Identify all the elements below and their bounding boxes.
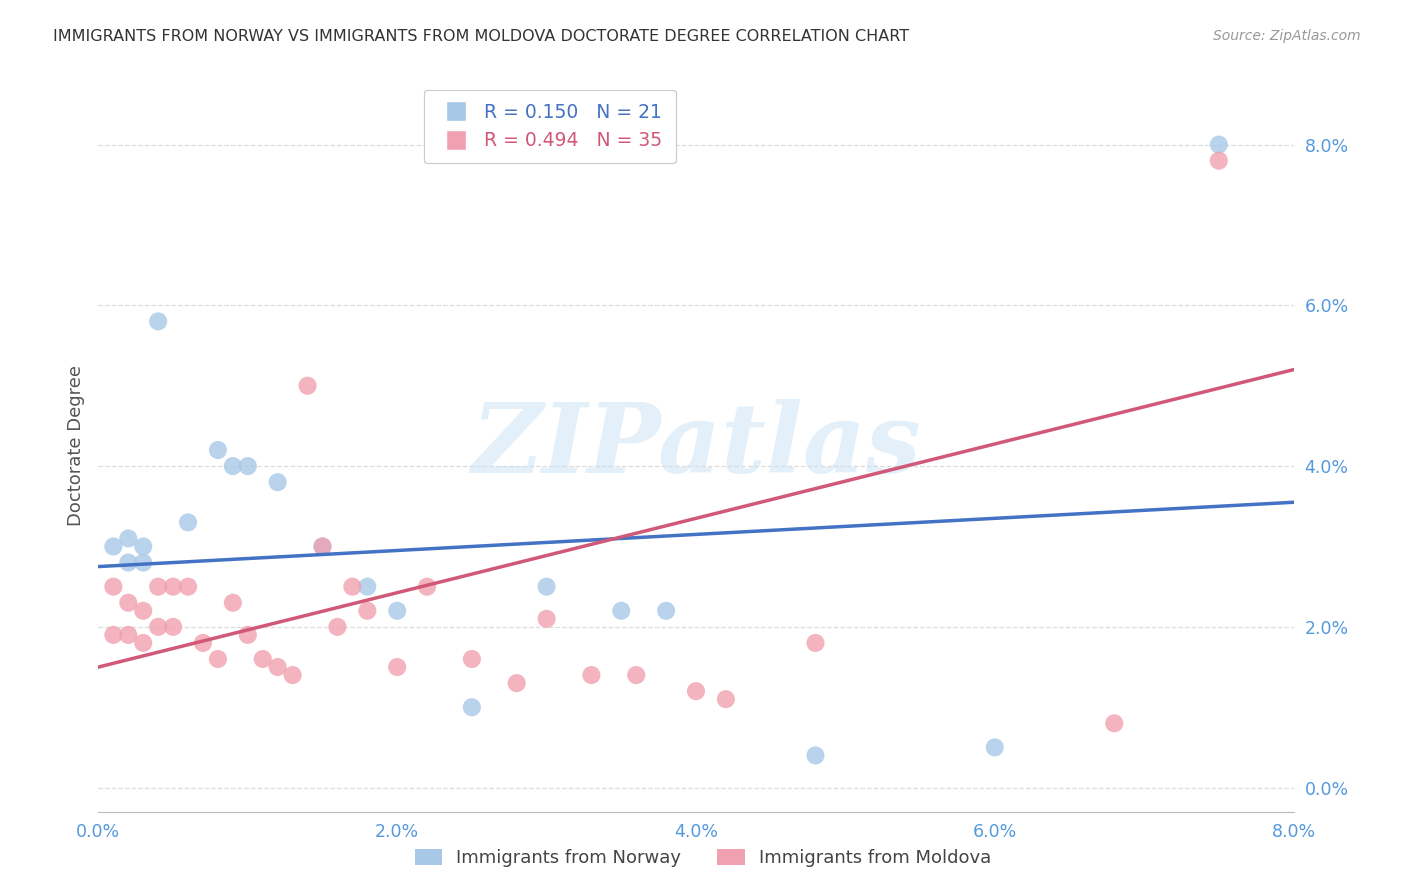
Point (148, 314, 170, 328)
Point (461, 652, 484, 666)
Point (311, 540, 333, 554)
Point (267, 475, 290, 490)
Point (1208, 137, 1230, 152)
Point (685, 684, 707, 698)
Point (804, 636, 827, 650)
Point (461, 700, 484, 714)
Point (356, 604, 378, 618)
Y-axis label: Doctorate Degree: Doctorate Degree (66, 366, 84, 526)
Point (581, 668, 603, 682)
Point (252, 652, 274, 666)
Point (506, 676, 529, 690)
Point (132, 540, 155, 554)
Point (385, 604, 409, 618)
Point (177, 516, 200, 530)
Point (103, 540, 125, 554)
Point (117, 628, 139, 642)
Point (536, 580, 558, 594)
Legend: Immigrants from Norway, Immigrants from Moldova: Immigrants from Norway, Immigrants from … (408, 841, 998, 874)
Point (148, 620, 170, 634)
Point (626, 668, 648, 682)
Point (132, 604, 155, 618)
Point (984, 740, 1007, 755)
Point (207, 652, 229, 666)
Point (117, 556, 139, 570)
Point (236, 459, 259, 474)
Point (222, 459, 245, 474)
Point (162, 580, 184, 594)
Point (326, 620, 349, 634)
Point (267, 660, 290, 674)
Point (311, 540, 333, 554)
Text: ZIPatlas: ZIPatlas (471, 399, 921, 493)
Point (536, 612, 558, 626)
Point (162, 620, 184, 634)
Point (1208, 153, 1230, 168)
Point (103, 628, 125, 642)
Point (236, 628, 259, 642)
Point (177, 580, 200, 594)
Point (385, 660, 409, 674)
Point (222, 596, 245, 610)
Point (356, 580, 378, 594)
Point (132, 556, 155, 570)
Point (207, 443, 229, 458)
Point (117, 532, 139, 546)
Text: IMMIGRANTS FROM NORWAY VS IMMIGRANTS FROM MOLDOVA DOCTORATE DEGREE CORRELATION C: IMMIGRANTS FROM NORWAY VS IMMIGRANTS FRO… (53, 29, 910, 44)
Point (117, 596, 139, 610)
Legend: R = 0.150   N = 21, R = 0.494   N = 35: R = 0.150 N = 21, R = 0.494 N = 35 (425, 90, 676, 163)
Point (191, 636, 214, 650)
Point (297, 378, 319, 392)
Point (342, 580, 364, 594)
Point (714, 692, 737, 706)
Point (416, 580, 439, 594)
Point (103, 580, 125, 594)
Point (1104, 716, 1126, 731)
Text: Source: ZipAtlas.com: Source: ZipAtlas.com (1213, 29, 1361, 43)
Point (610, 604, 633, 618)
Point (655, 604, 678, 618)
Point (804, 748, 827, 763)
Point (148, 580, 170, 594)
Point (281, 668, 304, 682)
Point (132, 636, 155, 650)
